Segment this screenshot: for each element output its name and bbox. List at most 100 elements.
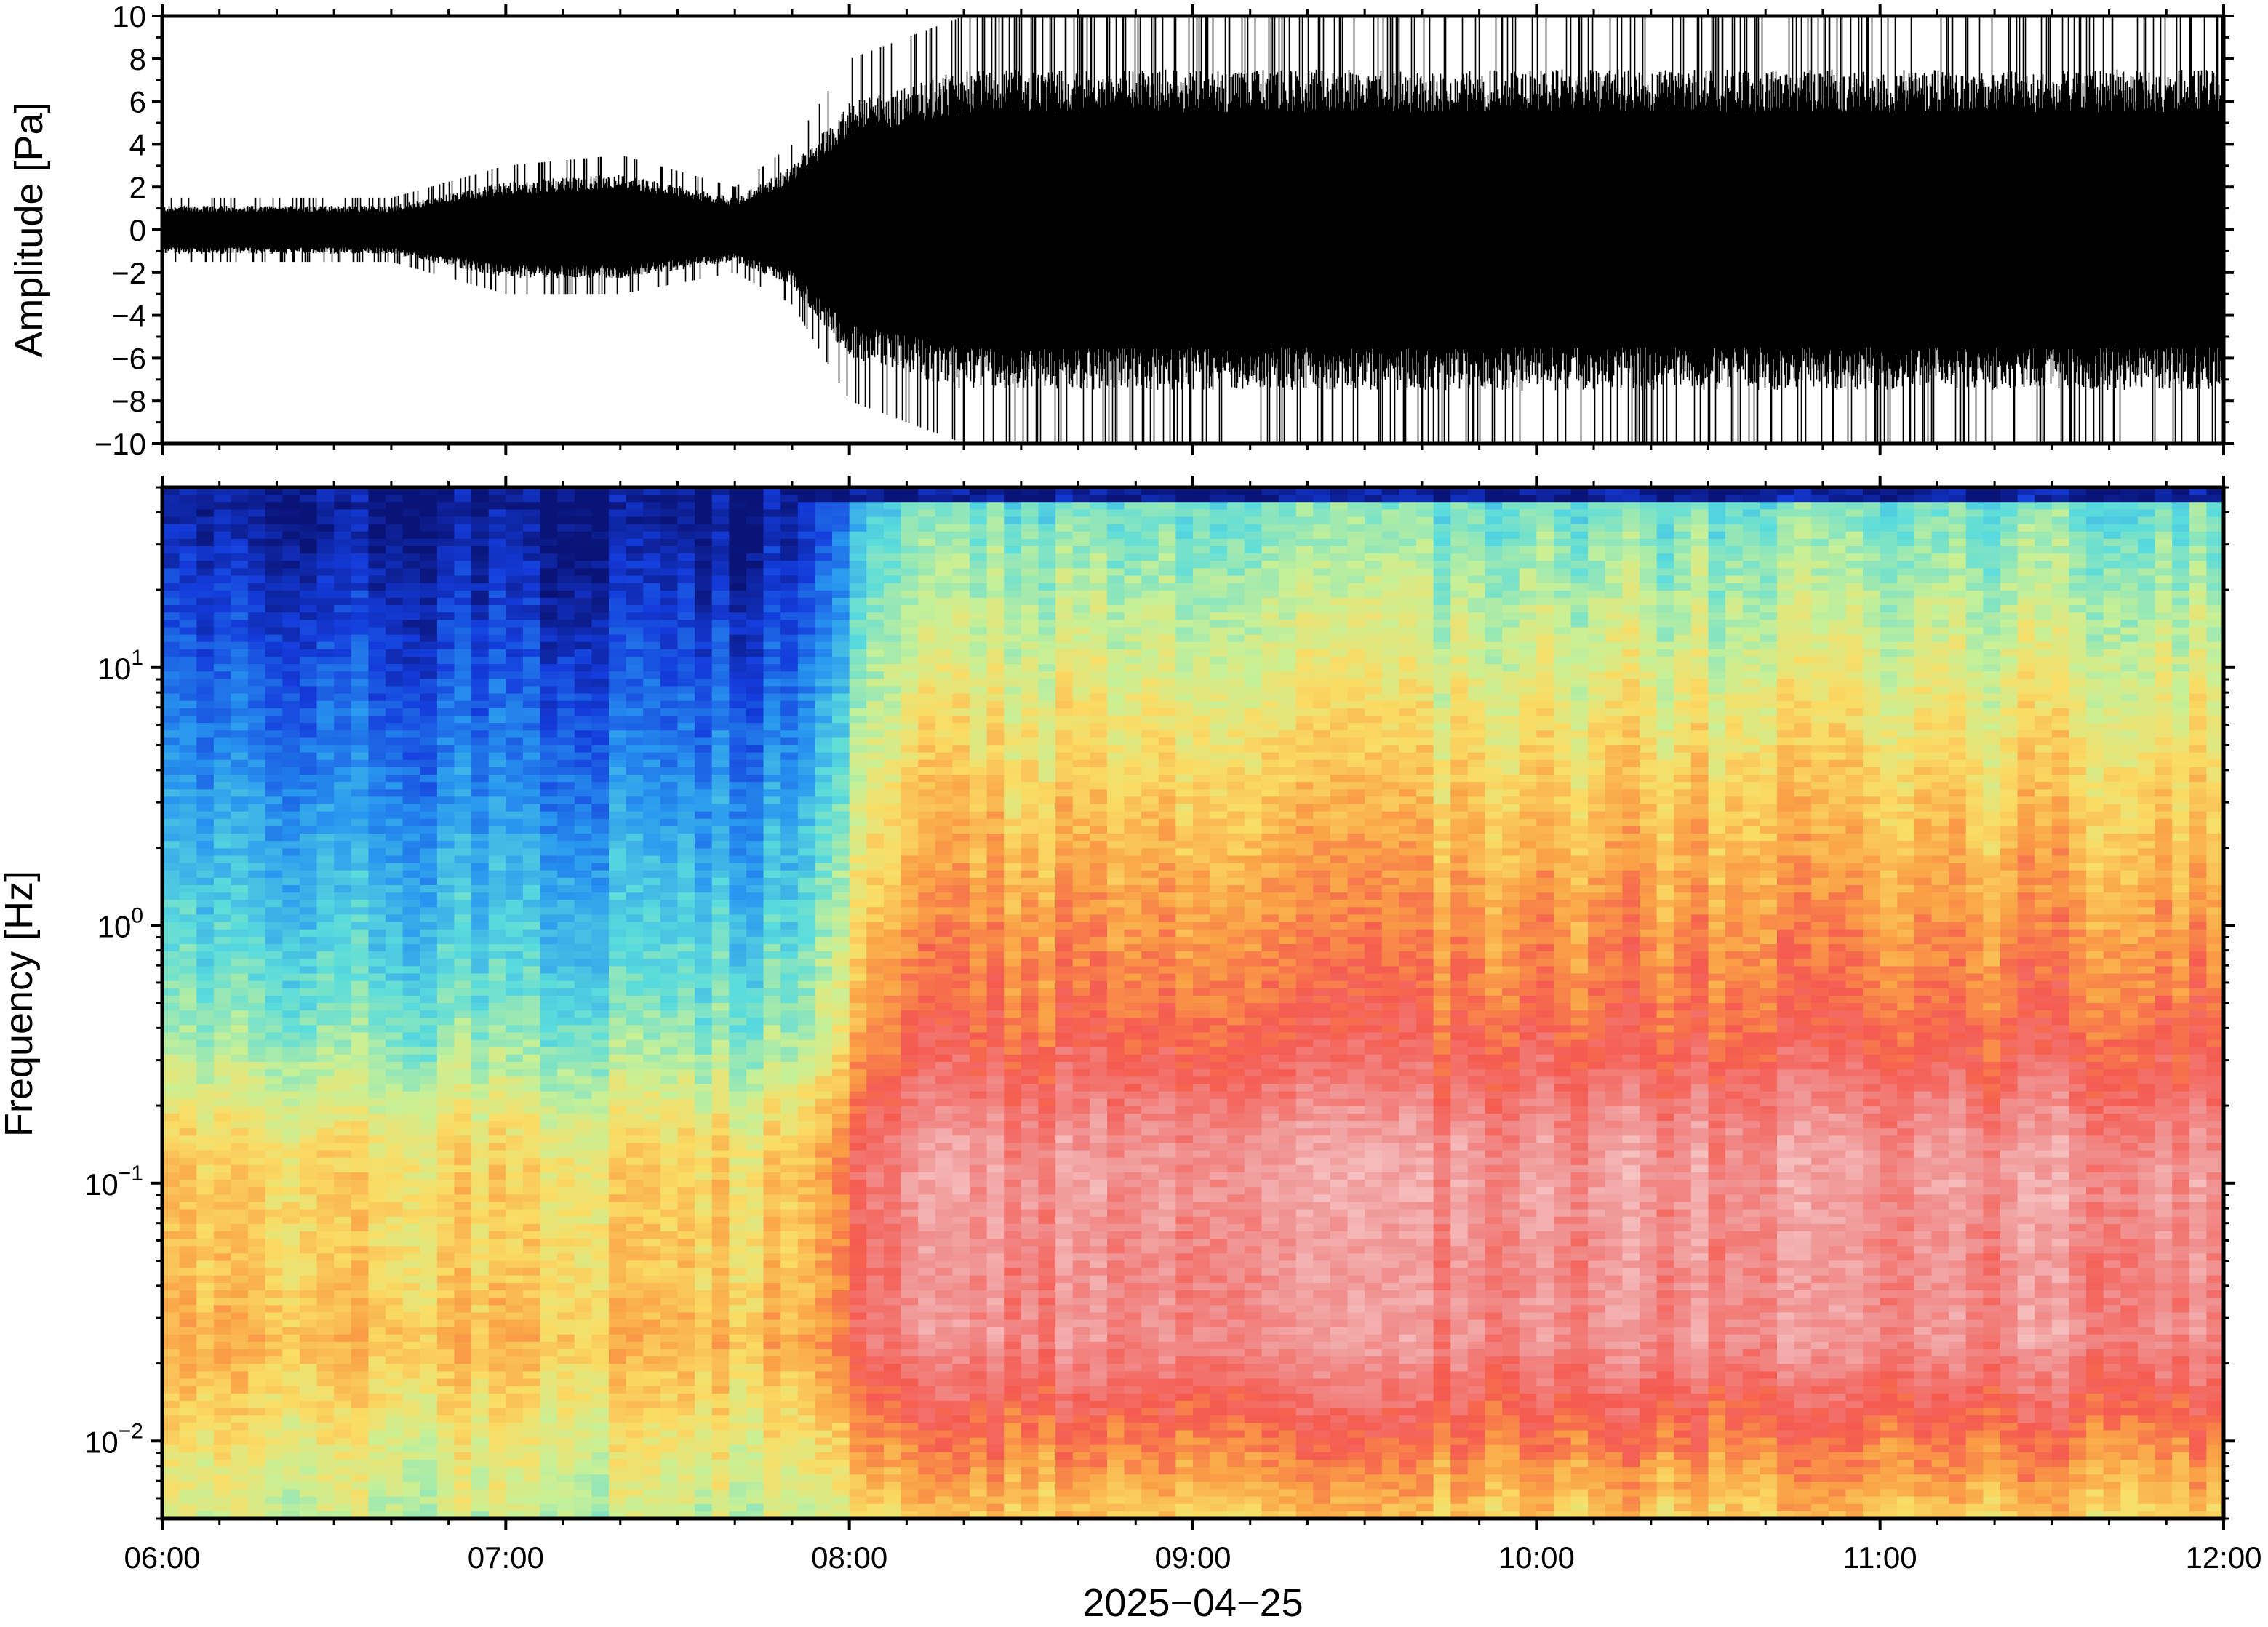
spectrogram-cell	[626, 1151, 644, 1159]
spectrogram-cell	[471, 1298, 489, 1306]
spectrogram-cell	[231, 1349, 248, 1357]
spectrogram-cell	[454, 730, 471, 738]
spectrogram-cell	[231, 966, 248, 974]
spectrogram-cell	[351, 930, 369, 938]
spectrogram-cell	[591, 1165, 609, 1173]
spectrogram-cell	[180, 1187, 197, 1195]
spectrogram-cell	[540, 1231, 558, 1239]
spectrogram-cell	[557, 568, 575, 576]
spectrogram-cell	[557, 1489, 575, 1497]
spectrogram-cell	[196, 598, 214, 606]
spectrogram-cell	[282, 819, 300, 827]
spectrogram-cell	[162, 1386, 180, 1394]
spectrogram-cell	[471, 1069, 489, 1077]
spectrogram-cell	[437, 1430, 455, 1438]
spectrogram-cell	[695, 1474, 712, 1482]
spectrogram-cell	[471, 1283, 489, 1291]
spectrogram-cell	[334, 1320, 351, 1328]
spectrogram-cell	[334, 1143, 351, 1151]
spectrogram-cell	[523, 1349, 540, 1357]
spectrogram-cell	[591, 1401, 609, 1409]
spectrogram-cell	[506, 1474, 523, 1482]
spectrogram-cell	[454, 1151, 471, 1159]
spectrogram-cell	[712, 1069, 730, 1077]
spectrogram-cell	[265, 1371, 283, 1379]
spectrogram-cell	[695, 1025, 712, 1033]
spectrogram-cell	[591, 944, 609, 952]
spectrogram-cell	[506, 885, 523, 893]
spectrogram-cell	[660, 1187, 678, 1195]
spectrogram-cell	[471, 1335, 489, 1343]
spectrogram-cell	[729, 745, 746, 753]
spectrogram-cell	[712, 892, 730, 900]
spectrogram-cell	[300, 1106, 317, 1114]
spectrogram-cell	[214, 1335, 231, 1343]
spectrogram-cell	[609, 981, 626, 989]
spectrogram-cell	[729, 871, 746, 879]
spectrogram-cell	[180, 1165, 197, 1173]
spectrogram-cell	[265, 1143, 283, 1151]
spectrogram-cell	[609, 686, 626, 694]
spectrogram-cell	[300, 517, 317, 525]
spectrogram-cell	[712, 1349, 730, 1357]
spectrogram-cell	[334, 930, 351, 938]
spectrogram-cell	[591, 878, 609, 886]
spectrogram-cell	[695, 1312, 712, 1320]
spectrogram-cell	[162, 1158, 180, 1166]
spectrogram-cell	[334, 1165, 351, 1173]
spectrogram-cell	[540, 1121, 558, 1129]
spectrogram-cell	[660, 532, 678, 540]
spectrogram-cell	[575, 1143, 592, 1151]
spectrogram-cell	[317, 826, 335, 834]
spectrogram-cell	[248, 1069, 265, 1077]
spectrogram-cell	[300, 553, 317, 561]
spectrogram-cell	[386, 966, 403, 974]
spectrogram-cell	[231, 1210, 248, 1218]
spectrogram-cell	[334, 789, 351, 797]
spectrogram-cell	[678, 1497, 695, 1505]
spectrogram-cell	[386, 1430, 403, 1438]
spectrogram-cell	[609, 812, 626, 820]
spectrogram-cell	[214, 620, 231, 628]
spectrogram-cell	[162, 1217, 180, 1225]
spectrogram-cell	[300, 988, 317, 996]
spectrogram-cell	[506, 1356, 523, 1364]
spectrogram-cell	[678, 1047, 695, 1055]
spectrogram-cell	[660, 553, 678, 561]
spectrogram-cell	[523, 907, 540, 915]
spectrogram-cell	[386, 546, 403, 554]
spectrogram-cell	[678, 1467, 695, 1475]
spectrogram-cell	[643, 1084, 660, 1092]
spectrogram-cell	[660, 996, 678, 1004]
spectrogram-cell	[386, 914, 403, 922]
spectrogram-cell	[282, 1202, 300, 1210]
spectrogram-cell	[746, 1047, 764, 1055]
spectrogram-cell	[489, 900, 506, 908]
spectrogram-cell	[729, 1482, 746, 1490]
spectrogram-cell	[214, 1320, 231, 1328]
spectrogram-cell	[609, 1268, 626, 1276]
spectrogram-cell	[231, 1239, 248, 1247]
spectrogram-cell	[282, 686, 300, 694]
spectrogram-cell	[196, 767, 214, 775]
spectrogram-cell	[248, 1504, 265, 1512]
spectrogram-cell	[214, 892, 231, 900]
spectrogram-cell	[265, 716, 283, 724]
spectrogram-cell	[729, 1497, 746, 1505]
spectrogram-cell	[300, 819, 317, 827]
spectrogram-cell	[248, 930, 265, 938]
spectrogram-cell	[386, 1312, 403, 1320]
spectrogram-cell	[489, 1092, 506, 1100]
spectrogram-cell	[437, 627, 455, 635]
spectrogram-cell	[695, 796, 712, 804]
spectrogram-cell	[162, 981, 180, 989]
spectrogram-cell	[420, 1438, 437, 1446]
spectrogram-cell	[660, 1415, 678, 1423]
spectrogram-cell	[437, 730, 455, 738]
spectrogram-cell	[300, 1187, 317, 1195]
spectrogram-cell	[248, 1305, 265, 1313]
spectrogram-cell	[420, 1114, 437, 1122]
spectrogram-cell	[214, 981, 231, 989]
spectrogram-cell	[729, 657, 746, 665]
spectrogram-cell	[403, 517, 420, 525]
